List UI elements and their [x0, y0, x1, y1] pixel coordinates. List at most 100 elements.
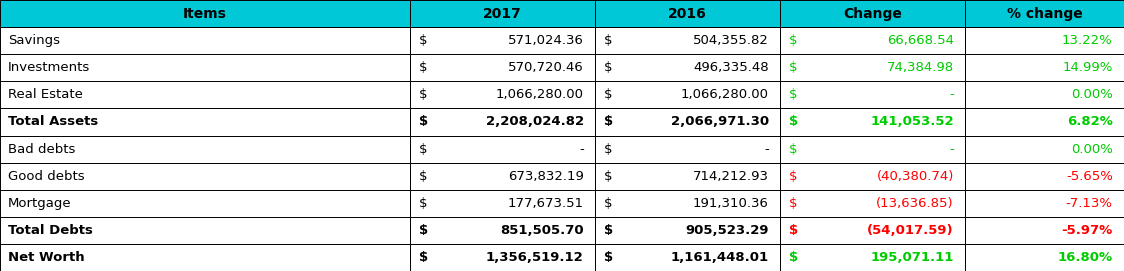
- Bar: [966, 0, 1124, 27]
- Bar: [0, 244, 410, 271]
- Text: % change: % change: [1007, 7, 1082, 21]
- Text: 571,024.36: 571,024.36: [508, 34, 583, 47]
- Text: 2,208,024.82: 2,208,024.82: [486, 115, 583, 128]
- Bar: [966, 217, 1124, 244]
- Text: -5.65%: -5.65%: [1066, 170, 1113, 183]
- Text: $: $: [789, 251, 798, 264]
- Bar: [410, 244, 595, 271]
- Text: $: $: [419, 34, 427, 47]
- Bar: [410, 190, 595, 217]
- Text: $: $: [419, 143, 427, 156]
- Text: 496,335.48: 496,335.48: [694, 61, 769, 74]
- Bar: [966, 81, 1124, 108]
- Text: Investments: Investments: [8, 61, 90, 74]
- Bar: [780, 136, 966, 163]
- Text: Total Debts: Total Debts: [8, 224, 93, 237]
- Text: 570,720.46: 570,720.46: [508, 61, 583, 74]
- Bar: [595, 163, 780, 190]
- Bar: [410, 163, 595, 190]
- Text: 74,384.98: 74,384.98: [887, 61, 954, 74]
- Bar: [595, 27, 780, 54]
- Text: 1,066,280.00: 1,066,280.00: [681, 88, 769, 101]
- Text: -7.13%: -7.13%: [1066, 197, 1113, 210]
- Bar: [0, 217, 410, 244]
- Text: $: $: [604, 224, 613, 237]
- Bar: [966, 108, 1124, 136]
- Text: $: $: [789, 34, 798, 47]
- Text: $: $: [604, 61, 613, 74]
- Bar: [966, 244, 1124, 271]
- Bar: [0, 27, 410, 54]
- Text: 6.82%: 6.82%: [1067, 115, 1113, 128]
- Bar: [0, 0, 410, 27]
- Text: $: $: [419, 61, 427, 74]
- Bar: [966, 54, 1124, 81]
- Text: $: $: [604, 34, 613, 47]
- Text: 141,053.52: 141,053.52: [870, 115, 954, 128]
- Text: Bad debts: Bad debts: [8, 143, 75, 156]
- Text: 0.00%: 0.00%: [1071, 143, 1113, 156]
- Text: 673,832.19: 673,832.19: [508, 170, 583, 183]
- Bar: [780, 108, 966, 136]
- Bar: [780, 217, 966, 244]
- Text: $: $: [604, 115, 613, 128]
- Text: 2016: 2016: [668, 7, 707, 21]
- Text: $: $: [419, 224, 428, 237]
- Text: $: $: [604, 170, 613, 183]
- Bar: [780, 27, 966, 54]
- Bar: [0, 190, 410, 217]
- Bar: [966, 163, 1124, 190]
- Text: Items: Items: [183, 7, 227, 21]
- Bar: [410, 0, 595, 27]
- Bar: [410, 217, 595, 244]
- Text: 177,673.51: 177,673.51: [508, 197, 583, 210]
- Text: 1,161,448.01: 1,161,448.01: [671, 251, 769, 264]
- Bar: [0, 108, 410, 136]
- Text: $: $: [419, 197, 427, 210]
- Text: 2017: 2017: [483, 7, 522, 21]
- Bar: [780, 244, 966, 271]
- Bar: [966, 136, 1124, 163]
- Bar: [410, 27, 595, 54]
- Text: Change: Change: [843, 7, 901, 21]
- Text: 504,355.82: 504,355.82: [692, 34, 769, 47]
- Bar: [0, 136, 410, 163]
- Text: $: $: [419, 115, 428, 128]
- Bar: [0, 81, 410, 108]
- Text: 1,356,519.12: 1,356,519.12: [486, 251, 583, 264]
- Text: 0.00%: 0.00%: [1071, 88, 1113, 101]
- Text: $: $: [419, 251, 428, 264]
- Text: Net Worth: Net Worth: [8, 251, 84, 264]
- Text: Mortgage: Mortgage: [8, 197, 72, 210]
- Text: $: $: [789, 170, 798, 183]
- Bar: [595, 54, 780, 81]
- Text: 851,505.70: 851,505.70: [500, 224, 583, 237]
- Text: 2,066,971.30: 2,066,971.30: [671, 115, 769, 128]
- Text: $: $: [604, 251, 613, 264]
- Text: $: $: [604, 88, 613, 101]
- Text: Real Estate: Real Estate: [8, 88, 83, 101]
- Bar: [410, 54, 595, 81]
- Text: -: -: [579, 143, 583, 156]
- Text: 905,523.29: 905,523.29: [686, 224, 769, 237]
- Text: -5.97%: -5.97%: [1061, 224, 1113, 237]
- Text: 1,066,280.00: 1,066,280.00: [496, 88, 583, 101]
- Text: -: -: [764, 143, 769, 156]
- Text: $: $: [789, 88, 798, 101]
- Text: -: -: [949, 88, 954, 101]
- Bar: [595, 244, 780, 271]
- Text: $: $: [419, 170, 427, 183]
- Bar: [595, 81, 780, 108]
- Text: 191,310.36: 191,310.36: [692, 197, 769, 210]
- Text: (40,380.74): (40,380.74): [877, 170, 954, 183]
- Bar: [780, 163, 966, 190]
- Text: Good debts: Good debts: [8, 170, 84, 183]
- Text: $: $: [604, 197, 613, 210]
- Text: Total Assets: Total Assets: [8, 115, 98, 128]
- Bar: [410, 136, 595, 163]
- Text: -: -: [949, 143, 954, 156]
- Text: 16.80%: 16.80%: [1058, 251, 1113, 264]
- Text: $: $: [604, 143, 613, 156]
- Bar: [0, 163, 410, 190]
- Text: (54,017.59): (54,017.59): [867, 224, 954, 237]
